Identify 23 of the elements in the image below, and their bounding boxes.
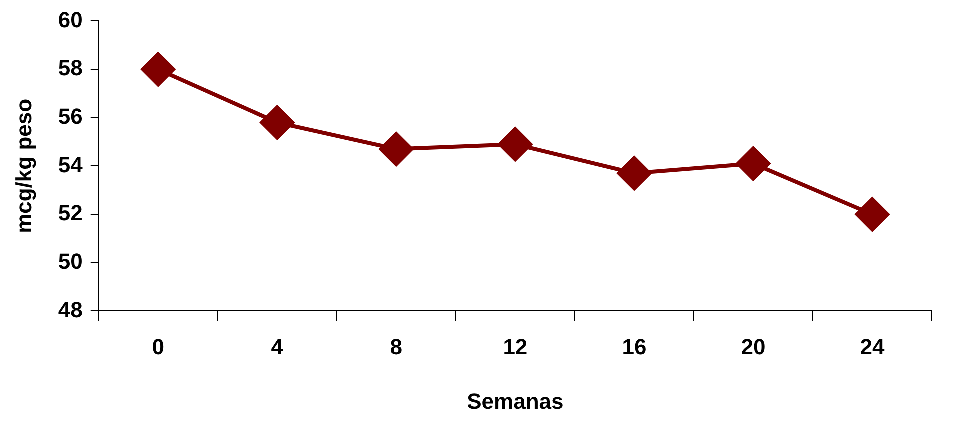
y-tick-label: 58 [58,56,83,81]
x-tick-label: 20 [741,334,766,360]
point [498,127,532,162]
point [736,146,770,181]
x-tick-label: 16 [622,334,647,360]
x-tick-label: 8 [390,334,403,360]
x-tick-label: 4 [271,334,284,360]
point [379,132,414,166]
y-tick-label: 52 [58,200,83,226]
y-tick-label: 50 [58,248,83,274]
x-axis-title: Semanas [467,388,564,414]
point [855,198,890,232]
x-tick-label: 24 [860,334,886,360]
y-tick-label: 56 [58,104,83,129]
y-tick-label: 48 [58,297,83,322]
point [617,156,652,190]
point [260,106,294,140]
point [141,52,176,87]
x-tick-label: 12 [503,334,528,360]
x-tick-label: 0 [152,334,165,360]
y-tick-label: 54 [58,152,84,178]
y-axis-title: mcg/kg peso [11,98,36,234]
y-tick-label: 60 [58,7,83,32]
